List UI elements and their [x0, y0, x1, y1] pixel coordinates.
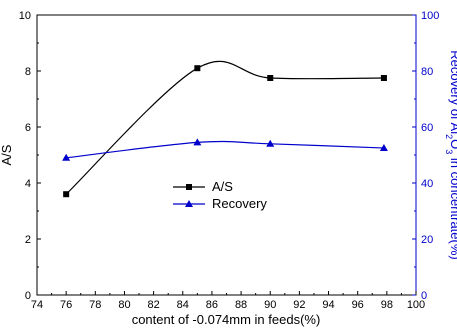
x-tick-label: 74	[31, 299, 43, 311]
y-right-tick-label: 80	[421, 66, 433, 78]
y-left-tick-label: 4	[25, 178, 31, 190]
y-right-axis-title: Recovery of Al2O3 in concentrate(%)	[444, 50, 457, 259]
y-right-tick-label: 100	[421, 10, 439, 22]
data-point-a-s	[194, 65, 201, 72]
data-point-recovery	[193, 138, 202, 146]
x-tick-label: 90	[264, 299, 276, 311]
y-left-tick-label: 2	[25, 234, 31, 246]
data-point-a-s	[267, 75, 274, 81]
x-axis-title: content of -0.074mm in feeds(%)	[132, 312, 321, 327]
y-left-axis-title: A/S	[0, 144, 14, 165]
y-left-tick-label: 8	[25, 66, 31, 78]
plot-frame	[36, 14, 417, 296]
x-tick-label: 94	[322, 299, 334, 311]
y-right-axis-ticks: 0 20 40 60 80 100	[412, 10, 439, 302]
y-left-tick-label: 6	[25, 122, 31, 134]
y-right-tick-label: 40	[421, 178, 433, 190]
x-tick-label: 84	[177, 299, 189, 311]
x-tick-label: 76	[60, 299, 72, 311]
legend-marker-as	[186, 184, 192, 190]
data-point-a-s	[63, 191, 70, 198]
legend-entry-recovery: Recovery	[173, 196, 267, 211]
x-tick-label: 80	[118, 299, 130, 311]
x-tick-label: 82	[147, 299, 159, 311]
legend: A/S Recovery	[173, 179, 267, 211]
legend-label-as: A/S	[212, 179, 233, 194]
x-axis-ticks: 74 76 78 80 82 84 86 88 90 92 94 96 98 100	[31, 291, 425, 311]
x-tick-label: 92	[293, 299, 305, 311]
data-point-recovery	[62, 153, 71, 161]
x-tick-label: 78	[89, 299, 101, 311]
x-tick-label: 96	[352, 299, 364, 311]
legend-label-recovery: Recovery	[212, 196, 267, 211]
y-left-axis-ticks: 0 2 4 6 8 10	[19, 10, 41, 302]
x-tick-label: 98	[381, 299, 393, 311]
data-point-recovery	[266, 139, 275, 147]
y-right-tick-label: 20	[421, 234, 433, 246]
data-point-a-s	[380, 75, 387, 81]
y-left-tick-label: 0	[25, 290, 31, 302]
series-layer	[62, 60, 388, 198]
x-tick-label: 86	[206, 299, 218, 311]
data-point-recovery	[379, 144, 388, 151]
x-tick-label: 88	[235, 299, 247, 311]
y-right-tick-label: 60	[421, 122, 433, 134]
series-line-recovery	[66, 140, 384, 159]
y-left-tick-label: 10	[19, 10, 31, 22]
y-right-tick-label: 0	[421, 290, 427, 302]
series-line-a-s	[65, 60, 384, 195]
legend-marker-recovery	[185, 200, 193, 207]
legend-entry-as: A/S	[173, 179, 233, 194]
x-tick-label: 100	[407, 299, 425, 311]
